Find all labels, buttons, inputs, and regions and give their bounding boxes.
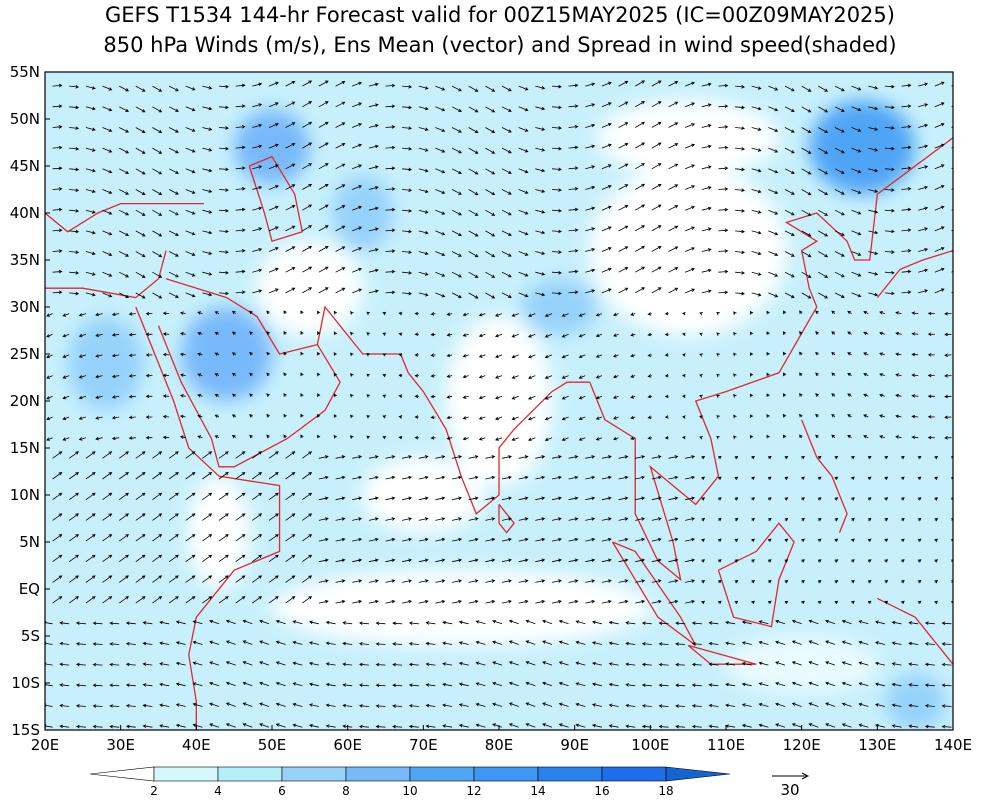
lat-label: 10S bbox=[11, 674, 40, 692]
shade-blob bbox=[67, 316, 144, 411]
colorbar-label: 6 bbox=[278, 784, 286, 798]
lon-label: 80E bbox=[485, 736, 514, 754]
colorbar-left-triangle bbox=[89, 766, 155, 782]
reference-vector-label: 30 bbox=[780, 781, 799, 799]
shade-blob bbox=[181, 307, 273, 401]
colorbar: 2 4 6 8 10 12 14 16 18 bbox=[89, 766, 731, 798]
shade-blob bbox=[884, 673, 946, 730]
shade-blob bbox=[725, 636, 878, 693]
lat-label: 10N bbox=[10, 486, 40, 504]
lat-label: 30N bbox=[10, 298, 40, 316]
colorbar-box bbox=[409, 766, 475, 782]
colorbar-box bbox=[537, 766, 603, 782]
lat-label: 25N bbox=[10, 345, 40, 363]
lat-label: 55N bbox=[10, 63, 40, 81]
lat-label: 40N bbox=[10, 204, 40, 222]
colorbar-label: 16 bbox=[594, 784, 609, 798]
lon-label: 40E bbox=[182, 736, 211, 754]
lon-label: 120E bbox=[783, 736, 821, 754]
colorbar-label: 10 bbox=[402, 784, 417, 798]
coastline bbox=[498, 503, 515, 534]
lon-label: 30E bbox=[106, 736, 135, 754]
lat-label: 20N bbox=[10, 392, 40, 410]
colorbar-box bbox=[601, 766, 667, 782]
coastline bbox=[316, 305, 409, 374]
axes: 55N 50N 45N 40N 35N 30N 25N 20N 15N 10N 5N EQ 5S 10S 1… bbox=[10, 63, 972, 754]
lat-label: 5N bbox=[19, 533, 40, 551]
colorbar-label: 4 bbox=[214, 784, 222, 798]
lat-label: 45N bbox=[10, 157, 40, 175]
shade-blob bbox=[597, 100, 780, 176]
colorbar-label: 2 bbox=[150, 784, 158, 798]
shade-blob bbox=[521, 278, 598, 336]
coastline bbox=[589, 137, 953, 582]
coastline bbox=[248, 155, 304, 243]
shade-blob bbox=[188, 476, 250, 589]
shade-blob bbox=[362, 457, 484, 533]
coastline bbox=[687, 644, 757, 665]
shade-blob bbox=[446, 316, 552, 486]
shade-blob bbox=[256, 241, 363, 336]
coastline bbox=[45, 202, 204, 233]
lat-label: 5S bbox=[21, 627, 40, 645]
coastlines bbox=[45, 137, 953, 730]
coastline bbox=[157, 278, 341, 468]
coastline bbox=[611, 541, 697, 646]
lon-label: 140E bbox=[934, 736, 972, 754]
coastline bbox=[877, 597, 953, 665]
lon-label: 70E bbox=[409, 736, 438, 754]
wind-vectors bbox=[45, 80, 953, 729]
lon-label: 110E bbox=[707, 736, 745, 754]
coastline bbox=[801, 419, 848, 533]
colorbar-label: 18 bbox=[658, 784, 673, 798]
map-plot bbox=[45, 72, 953, 730]
colorbar-label: 14 bbox=[530, 784, 545, 798]
shade-blob bbox=[271, 570, 651, 646]
colorbar-box bbox=[153, 766, 219, 782]
lon-label: 50E bbox=[258, 736, 287, 754]
colorbar-box bbox=[473, 766, 539, 782]
shade-blob bbox=[332, 175, 394, 251]
coastline bbox=[407, 372, 590, 515]
title-line-2: 850 hPa Winds (m/s), Ens Mean (vector) a… bbox=[103, 33, 896, 57]
coastline bbox=[45, 250, 167, 299]
lon-label: 130E bbox=[858, 736, 896, 754]
lat-label: 15N bbox=[10, 439, 40, 457]
colorbar-box bbox=[345, 766, 411, 782]
reference-arrow-head bbox=[801, 772, 810, 780]
coastline bbox=[135, 306, 281, 730]
colorbar-box bbox=[217, 766, 283, 782]
lat-label: 50N bbox=[10, 110, 40, 128]
title-line-1: GEFS T1534 144-hr Forecast valid for 00Z… bbox=[105, 3, 895, 27]
lon-label: 60E bbox=[333, 736, 362, 754]
lat-label: EQ bbox=[19, 580, 40, 598]
coastline bbox=[876, 249, 953, 299]
lon-label: 20E bbox=[31, 736, 60, 754]
colorbar-box bbox=[281, 766, 347, 782]
colorbar-right-triangle bbox=[665, 766, 731, 782]
colorbar-label: 12 bbox=[466, 784, 481, 798]
colorbar-label: 8 bbox=[342, 784, 350, 798]
shade-blob bbox=[809, 100, 916, 195]
lon-label: 100E bbox=[631, 736, 669, 754]
lat-label: 35N bbox=[10, 251, 40, 269]
lon-label: 90E bbox=[560, 736, 589, 754]
lat-label: 15S bbox=[11, 721, 40, 739]
